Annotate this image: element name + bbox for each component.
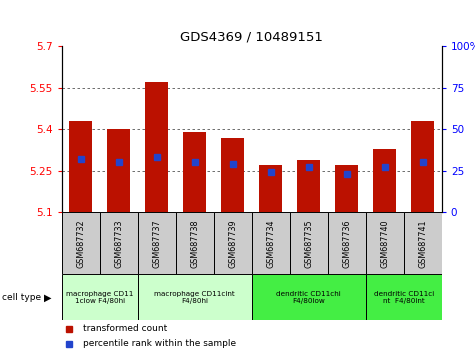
Text: dendritic CD11chi
F4/80low: dendritic CD11chi F4/80low: [276, 291, 341, 304]
FancyBboxPatch shape: [100, 212, 138, 274]
Text: GSM687738: GSM687738: [190, 219, 199, 268]
Bar: [221, 137, 244, 212]
Text: macrophage CD11cint
F4/80hi: macrophage CD11cint F4/80hi: [154, 291, 235, 304]
Title: GDS4369 / 10489151: GDS4369 / 10489151: [180, 30, 323, 44]
FancyBboxPatch shape: [290, 212, 328, 274]
FancyBboxPatch shape: [176, 212, 214, 274]
Text: GSM687733: GSM687733: [114, 219, 123, 268]
FancyBboxPatch shape: [138, 212, 176, 274]
Text: dendritic CD11ci
nt  F4/80int: dendritic CD11ci nt F4/80int: [374, 291, 434, 304]
Text: percentile rank within the sample: percentile rank within the sample: [83, 339, 236, 348]
Bar: [145, 82, 168, 212]
FancyBboxPatch shape: [328, 212, 366, 274]
Bar: [107, 129, 130, 212]
Text: cell type: cell type: [2, 293, 41, 302]
Bar: [411, 121, 434, 212]
FancyBboxPatch shape: [252, 274, 366, 320]
FancyBboxPatch shape: [252, 212, 290, 274]
Bar: [297, 160, 320, 212]
Text: GSM687739: GSM687739: [228, 219, 237, 268]
FancyBboxPatch shape: [62, 212, 100, 274]
Text: GSM687734: GSM687734: [266, 219, 275, 268]
FancyBboxPatch shape: [62, 274, 138, 320]
FancyBboxPatch shape: [138, 274, 252, 320]
FancyBboxPatch shape: [366, 212, 404, 274]
Text: GSM687735: GSM687735: [304, 219, 313, 268]
Text: GSM687736: GSM687736: [342, 219, 351, 268]
Bar: [373, 149, 396, 212]
Text: GSM687732: GSM687732: [76, 219, 85, 268]
Bar: [69, 121, 92, 212]
Text: macrophage CD11
1clow F4/80hi: macrophage CD11 1clow F4/80hi: [66, 291, 133, 304]
Text: ▶: ▶: [44, 292, 51, 302]
Text: transformed count: transformed count: [83, 324, 167, 333]
Bar: [259, 165, 282, 212]
Bar: [335, 165, 358, 212]
Text: GSM687737: GSM687737: [152, 219, 161, 268]
FancyBboxPatch shape: [366, 274, 442, 320]
Bar: [183, 132, 206, 212]
FancyBboxPatch shape: [404, 212, 442, 274]
Text: GSM687741: GSM687741: [418, 219, 427, 268]
Text: GSM687740: GSM687740: [380, 219, 389, 268]
FancyBboxPatch shape: [214, 212, 252, 274]
